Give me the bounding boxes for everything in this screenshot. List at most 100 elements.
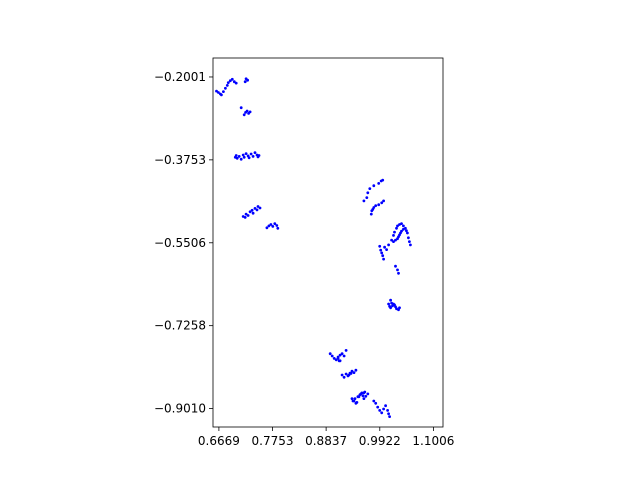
x-tick-label: 0.8837: [305, 434, 347, 448]
data-point: [247, 156, 251, 160]
data-point: [225, 84, 229, 87]
data-point: [400, 222, 403, 226]
data-point: [365, 196, 369, 200]
data-point: [350, 369, 354, 373]
data-point: [390, 238, 393, 242]
data-point: [258, 206, 262, 210]
data-point: [354, 401, 358, 405]
data-point: [234, 154, 238, 157]
data-point: [402, 227, 405, 231]
data-point: [230, 77, 234, 81]
data-point: [396, 224, 399, 228]
data-point: [374, 401, 378, 405]
data-point: [384, 404, 387, 408]
data-point: [330, 354, 334, 358]
data-point: [382, 199, 385, 203]
data-point: [220, 93, 223, 97]
data-point: [362, 199, 366, 203]
data-point: [256, 205, 260, 208]
data-point: [246, 78, 250, 82]
y-tick-label: −0.9010: [154, 402, 206, 416]
data-point: [360, 391, 364, 395]
data-point: [386, 409, 389, 412]
data-point: [380, 201, 384, 205]
data-point: [328, 352, 332, 356]
data-point: [398, 306, 401, 310]
data-point: [409, 243, 412, 247]
data-point: [265, 226, 269, 230]
data-point: [366, 191, 370, 195]
data-point: [255, 208, 259, 212]
data-point: [382, 407, 385, 411]
data-point: [276, 226, 280, 230]
data-point: [334, 358, 338, 362]
data-point: [387, 302, 390, 306]
data-point: [248, 210, 252, 214]
data-point: [340, 352, 344, 356]
data-point: [376, 405, 380, 409]
y-axis: −0.2001 −0.3753 −0.5506 −0.7258 −0.9010: [154, 70, 213, 416]
data-point: [226, 81, 230, 84]
data-point: [248, 110, 252, 114]
data-points: [215, 77, 412, 418]
data-point: [363, 390, 367, 394]
data-point: [379, 248, 383, 252]
data-point: [361, 394, 365, 398]
data-point: [396, 268, 399, 272]
data-point: [372, 206, 376, 209]
data-point: [346, 374, 350, 378]
data-point: [380, 411, 384, 415]
data-point: [235, 156, 239, 160]
data-point: [400, 229, 403, 233]
data-point: [332, 357, 336, 360]
data-point: [395, 226, 398, 230]
data-point: [222, 90, 225, 93]
data-point: [362, 397, 366, 400]
data-point: [388, 415, 391, 418]
y-tick-label: −0.3753: [154, 153, 206, 167]
data-point: [342, 375, 346, 379]
data-point: [245, 109, 249, 113]
data-point: [405, 229, 408, 233]
data-point: [389, 298, 392, 302]
data-point: [340, 373, 344, 377]
data-point: [273, 222, 277, 226]
data-point: [356, 395, 360, 399]
data-point: [381, 254, 385, 258]
data-point: [378, 409, 382, 412]
data-point: [348, 371, 352, 375]
data-point: [242, 155, 246, 159]
data-point: [389, 306, 392, 310]
data-point: [352, 371, 356, 374]
data-point: [244, 152, 248, 156]
data-point: [344, 372, 348, 376]
data-point: [243, 80, 247, 84]
data-point: [378, 244, 382, 248]
data-point: [275, 224, 279, 227]
y-tick-label: −0.2001: [154, 70, 206, 84]
data-point: [251, 155, 255, 158]
data-point: [407, 236, 410, 240]
data-point: [241, 153, 245, 157]
data-point: [392, 234, 395, 237]
data-point: [251, 211, 255, 215]
data-point: [234, 81, 238, 85]
data-point: [408, 240, 411, 244]
data-point: [243, 216, 247, 219]
data-point: [271, 225, 275, 228]
data-point: [397, 271, 400, 275]
data-point: [369, 212, 373, 216]
x-tick-label: 0.6669: [198, 434, 240, 448]
data-point: [394, 238, 397, 242]
data-point: [354, 368, 358, 372]
data-point: [377, 182, 381, 185]
data-point: [352, 399, 356, 403]
data-point: [372, 399, 376, 403]
data-point: [344, 349, 348, 352]
data-point: [406, 231, 409, 235]
x-tick-label: 1.1006: [412, 434, 454, 448]
data-point: [383, 245, 386, 249]
data-point: [269, 223, 273, 226]
data-point: [239, 106, 243, 110]
data-point: [336, 355, 340, 359]
